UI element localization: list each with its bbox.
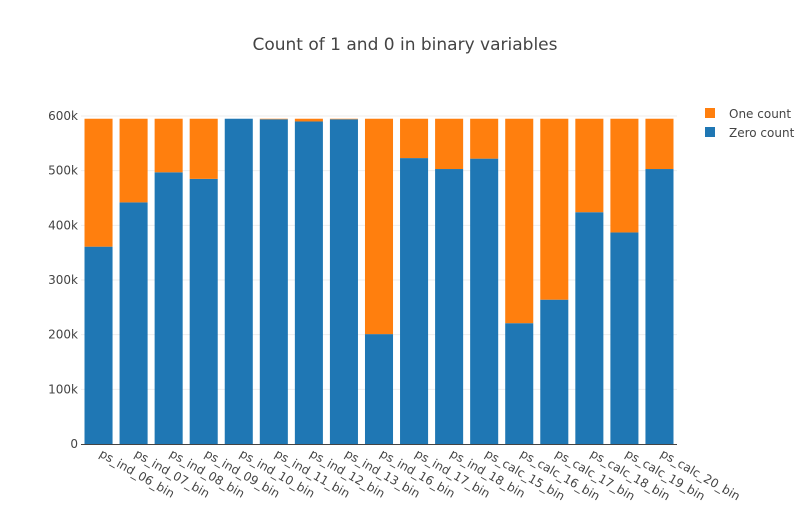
bar-one-count[interactable]	[84, 118, 113, 247]
bar-one-count[interactable]	[435, 118, 464, 170]
bar-zero-count[interactable]	[119, 202, 148, 444]
y-tick-label: 500k	[48, 164, 78, 178]
y-tick-label: 0	[70, 437, 78, 451]
y-tick-label: 300k	[48, 273, 78, 287]
bar-one-count[interactable]	[154, 118, 183, 173]
y-axis-ticks: 0 100k 200k 300k 400k 500k 600k	[48, 109, 78, 451]
bar-zero-count[interactable]	[505, 323, 534, 444]
bar-zero-count[interactable]	[294, 121, 323, 444]
y-tick-label: 400k	[48, 218, 78, 232]
bar-one-count[interactable]	[259, 118, 288, 120]
y-tick-label: 200k	[48, 328, 78, 342]
bar-one-count[interactable]	[119, 118, 148, 203]
y-tick-label: 100k	[48, 382, 78, 396]
bar-zero-count[interactable]	[610, 232, 639, 444]
bar-one-count[interactable]	[294, 118, 323, 122]
bar-zero-count[interactable]	[470, 158, 499, 444]
bar-zero-count[interactable]	[400, 158, 429, 445]
bars	[84, 118, 674, 445]
chart-title: Count of 1 and 0 in binary variables	[252, 35, 557, 55]
bar-zero-count[interactable]	[435, 169, 464, 444]
bar-one-count[interactable]	[540, 118, 569, 300]
bar-one-count[interactable]	[610, 118, 639, 233]
bar-zero-count[interactable]	[645, 169, 674, 444]
bar-one-count[interactable]	[645, 118, 674, 170]
bar-zero-count[interactable]	[259, 119, 288, 444]
bar-one-count[interactable]	[575, 118, 604, 213]
bar-one-count[interactable]	[400, 118, 429, 159]
bar-zero-count[interactable]	[329, 119, 358, 444]
bar-zero-count[interactable]	[575, 212, 604, 444]
x-axis-ticks: ps_ind_06_binps_ind_07_binps_ind_08_binp…	[97, 446, 743, 503]
legend-label-zero-count[interactable]: Zero count	[729, 126, 795, 140]
y-tick-label: 600k	[48, 109, 78, 123]
bar-zero-count[interactable]	[224, 118, 253, 444]
legend-swatch-one-count[interactable]	[705, 108, 715, 118]
bar-zero-count[interactable]	[540, 299, 569, 444]
legend-swatch-zero-count[interactable]	[705, 127, 715, 137]
bar-one-count[interactable]	[329, 118, 358, 120]
bar-zero-count[interactable]	[154, 172, 183, 444]
legend-label-one-count[interactable]: One count	[729, 107, 791, 121]
bar-one-count[interactable]	[364, 118, 394, 335]
legend[interactable]: One count Zero count	[705, 107, 795, 140]
bar-one-count[interactable]	[505, 118, 534, 324]
bar-zero-count[interactable]	[189, 178, 218, 444]
bar-one-count[interactable]	[470, 118, 499, 159]
bar-zero-count[interactable]	[84, 246, 113, 444]
bar-one-count[interactable]	[189, 118, 218, 179]
bar-zero-count[interactable]	[364, 334, 394, 444]
